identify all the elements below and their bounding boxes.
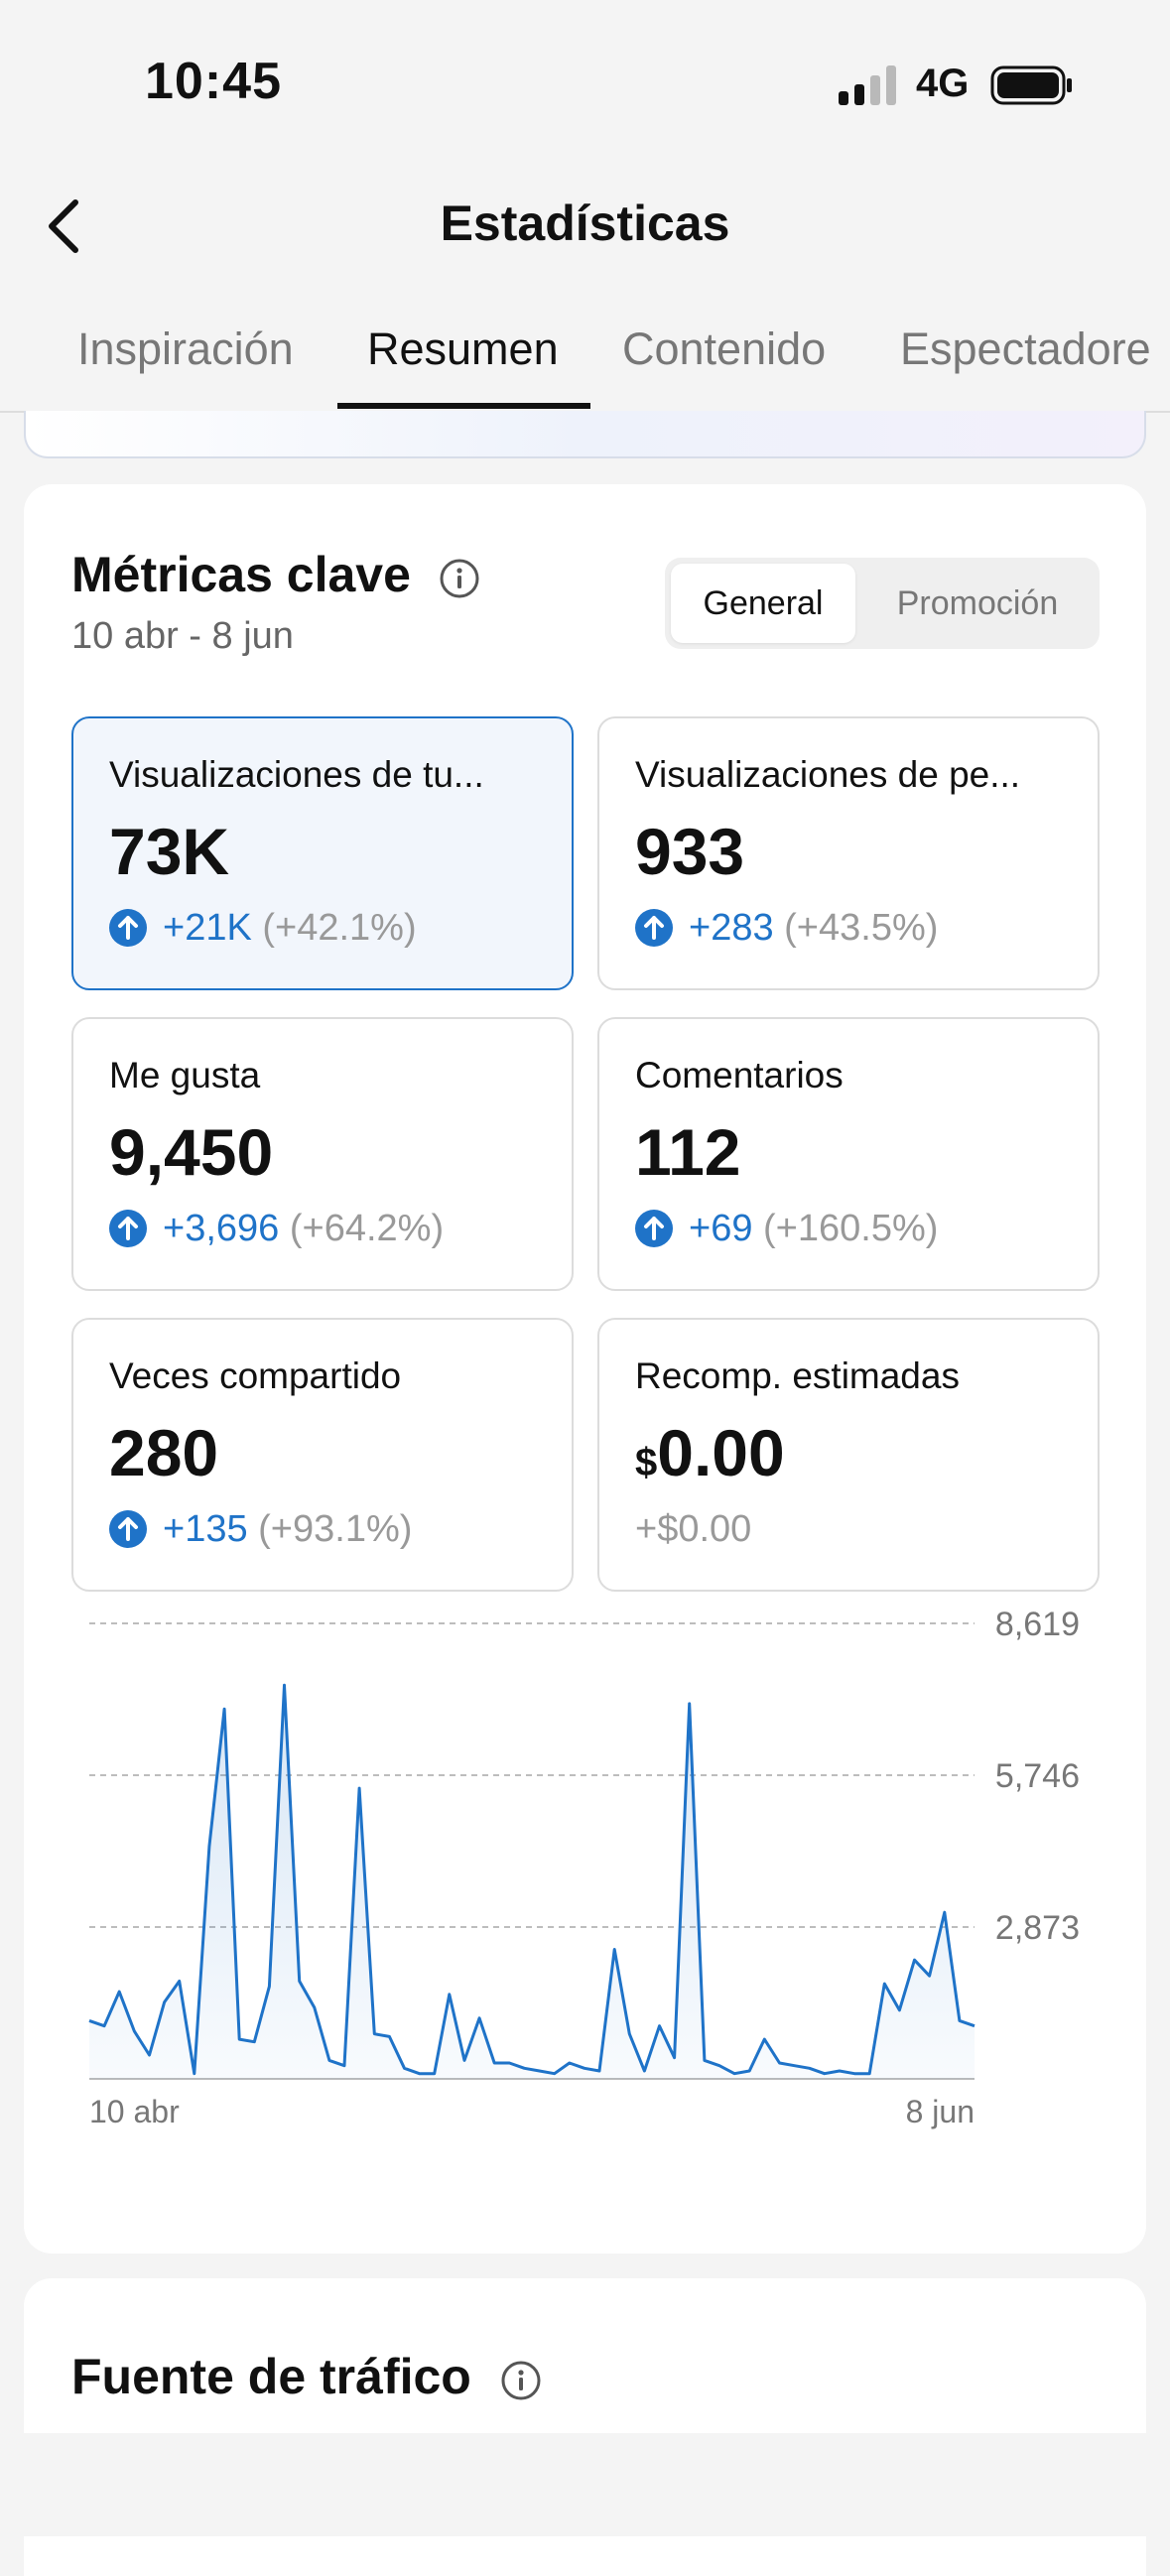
y-tick-label: 5,746 <box>995 1757 1080 1795</box>
tab-resumen[interactable]: Resumen <box>367 323 559 375</box>
metric-card-likes[interactable]: Me gusta 9,450 +3,696 (+64.2%) <box>71 1017 574 1291</box>
key-metrics-card: Métricas clave 10 abr - 8 jun General Pr… <box>24 484 1146 2254</box>
arrow-up-icon <box>635 909 673 947</box>
y-tick-label: 2,873 <box>995 1909 1080 1947</box>
network-type: 4G <box>916 62 969 106</box>
arrow-up-icon <box>109 909 147 947</box>
metric-percent: (+43.5%) <box>784 907 938 949</box>
metric-percent: (+93.1%) <box>258 1508 412 1550</box>
metric-value: 933 <box>635 814 744 889</box>
metric-change: +$0.00 <box>635 1508 751 1551</box>
tab-contenido[interactable]: Contenido <box>622 323 826 375</box>
y-tick-label: 8,619 <box>995 1606 1080 1643</box>
series-area <box>89 1685 975 2079</box>
metric-delta: +3,696 <box>163 1208 279 1249</box>
metric-value: 73K <box>109 814 229 889</box>
metric-card-rewards[interactable]: Recomp. estimadas $0.00 +$0.00 <box>597 1318 1100 1592</box>
metric-delta: +283 <box>689 907 774 949</box>
metric-label: Visualizaciones de tu... <box>109 754 546 796</box>
date-range: 10 abr - 8 jun <box>71 615 294 658</box>
metric-value: 9,450 <box>109 1114 273 1190</box>
metric-label: Me gusta <box>109 1055 546 1096</box>
metric-label: Comentarios <box>635 1055 1072 1096</box>
active-tab-indicator <box>337 403 590 409</box>
metric-card-video-views[interactable]: Visualizaciones de tu... 73K +21K (+42.1… <box>71 716 574 990</box>
arrow-up-icon <box>109 1510 147 1548</box>
views-chart: 8,619 5,746 2,873 10 abr 8 jun <box>24 1586 1146 2141</box>
metric-label: Veces compartido <box>109 1355 546 1397</box>
section-title: Fuente de tráfico <box>71 2348 471 2405</box>
metric-label: Visualizaciones de pe... <box>635 754 1072 796</box>
x-tick-label: 10 abr <box>89 2094 180 2129</box>
metric-delta: +$0.00 <box>635 1508 751 1550</box>
metric-value: 280 <box>109 1415 218 1490</box>
metric-value: 112 <box>635 1114 740 1190</box>
arrow-up-icon <box>109 1210 147 1247</box>
section-title: Métricas clave <box>71 546 411 603</box>
metric-change: +21K (+42.1%) <box>109 907 417 950</box>
x-tick-label: 8 jun <box>906 2094 975 2129</box>
metric-change: +283 (+43.5%) <box>635 907 938 950</box>
page-title: Estadísticas <box>0 194 1170 252</box>
metric-delta: +69 <box>689 1208 752 1249</box>
currency-symbol: $ <box>635 1441 657 1484</box>
metric-card-profile-views[interactable]: Visualizaciones de pe... 933 +283 (+43.5… <box>597 716 1100 990</box>
metric-delta: +21K <box>163 907 252 949</box>
metric-percent: (+160.5%) <box>763 1208 938 1249</box>
toggle-general[interactable]: General <box>671 564 855 643</box>
banner-card <box>24 411 1146 458</box>
bottom-background <box>0 2433 1170 2536</box>
metric-change: +69 (+160.5%) <box>635 1208 938 1250</box>
battery-icon <box>990 65 1074 105</box>
status-bar: 10:45 4G <box>0 0 1170 169</box>
metrics-type-toggle: General Promoción <box>665 558 1100 649</box>
metric-change: +135 (+93.1%) <box>109 1508 412 1551</box>
toggle-promocion[interactable]: Promoción <box>861 564 1094 643</box>
tab-inspiracion[interactable]: Inspiración <box>77 323 294 375</box>
status-time: 10:45 <box>145 52 282 111</box>
cellular-signal-icon <box>839 65 900 105</box>
metric-label: Recomp. estimadas <box>635 1355 1072 1397</box>
metric-percent: (+64.2%) <box>290 1208 444 1249</box>
tab-bar: Inspiración Resumen Contenido Espectador… <box>0 298 1170 413</box>
metric-card-comments[interactable]: Comentarios 112 +69 (+160.5%) <box>597 1017 1100 1291</box>
info-icon[interactable] <box>439 558 480 599</box>
arrow-up-icon <box>635 1210 673 1247</box>
info-icon[interactable] <box>500 2360 542 2401</box>
metric-value-number: 0.00 <box>657 1416 784 1489</box>
metric-value: $0.00 <box>635 1415 785 1490</box>
nav-header: Estadísticas <box>0 179 1170 278</box>
metric-delta: +135 <box>163 1508 248 1550</box>
metric-percent: (+42.1%) <box>262 907 416 949</box>
tab-espectadores[interactable]: Espectadore <box>900 323 1151 375</box>
metric-card-shares[interactable]: Veces compartido 280 +135 (+93.1%) <box>71 1318 574 1592</box>
metric-change: +3,696 (+64.2%) <box>109 1208 444 1250</box>
